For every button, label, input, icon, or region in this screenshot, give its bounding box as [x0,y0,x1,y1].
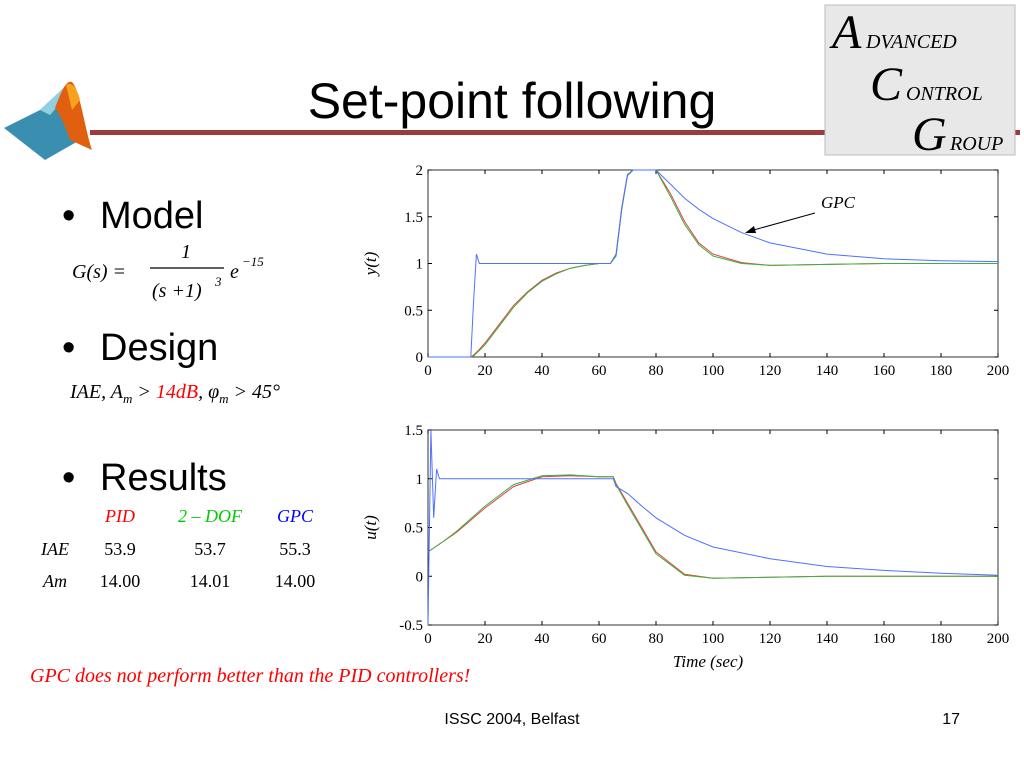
y-tick-label: -0.5 [399,618,423,634]
x-tick-label: 0 [424,631,432,647]
footer: ISSC 2004, Belfast [444,711,580,728]
logo-word: ROUP [949,133,1003,155]
x-tick-label: 20 [478,631,493,647]
y-tick-label: 0 [416,350,424,366]
bullet: • [62,457,75,499]
table-cell: 14.00 [100,571,141,591]
x-tick-label: 60 [592,631,607,647]
bullet: • [62,327,75,369]
formula-part: m [219,391,228,406]
plot-frame [427,429,999,626]
formula-part: > 45° [229,381,281,403]
formula-part: (s +1) [152,280,202,302]
formula-part: , φ [198,381,219,403]
table-header: GPC [277,506,314,526]
x-tick-label: 60 [592,363,607,379]
table-header: 2 – DOF [178,506,243,526]
series-line [427,475,998,579]
y-tick-label: 2 [416,163,424,179]
title-rule [90,130,1020,135]
x-tick-label: 180 [930,631,953,647]
x-tick-label: 80 [649,363,664,379]
table-header: PID [104,506,135,526]
series-line [428,169,999,358]
formula-part: 3 [214,274,222,289]
logo-letter: A [829,6,862,59]
x-tick-label: 160 [873,363,896,379]
table-cell: 53.9 [104,539,136,559]
x-tick-label: 200 [987,363,1010,379]
bullet-text: Results [100,457,227,499]
slide-title: Set-point following [308,73,717,129]
bullet-text: Model [100,195,204,237]
x-tick-label: 100 [702,363,725,379]
formula-part: −15 [242,254,264,269]
series-line [427,474,998,579]
logo-word: DVANCED [865,31,957,53]
y-axis-label: u(t) [361,515,380,540]
y-tick-label: 1.5 [404,210,423,226]
y-tick-label: 0.5 [404,303,423,319]
y-tick-label: 0 [416,569,424,585]
annotation-arrow [749,212,816,232]
x-tick-label: 200 [987,631,1010,647]
y-tick-label: 1.5 [404,423,423,439]
row-label: IAE [40,539,69,559]
table-cell: 14.00 [275,571,316,591]
x-tick-label: 80 [649,631,664,647]
x-tick-label: 40 [535,363,550,379]
x-tick-label: 40 [535,631,550,647]
results-table: PID 2 – DOF GPC IAE 53.9 53.7 55.3 Am 14.00 14.01… [40,506,315,591]
y-tick-label: 1 [416,472,424,488]
logo-letter: C [870,58,903,111]
x-tick-label: 180 [930,363,953,379]
formula-part: e [230,261,239,283]
x-tick-label: 20 [478,363,493,379]
matlab-logo [4,81,92,160]
formula-part: m [123,391,132,406]
x-tick-label: 0 [424,363,432,379]
row-label: Am [42,571,67,591]
x-tick-label: 120 [759,631,782,647]
bullet: • [62,195,75,237]
y-axis-label: y(t) [361,251,380,277]
design-formula: IAE, Am > 14dB, φm > 45° [69,381,280,406]
series-line [427,429,999,626]
bullet-text: Design [100,327,218,369]
table-cell: 55.3 [279,539,311,559]
x-tick-label: 140 [816,631,839,647]
x-tick-label: 140 [816,363,839,379]
y-tick-label: 0.5 [404,521,423,537]
formula-part: 1 [181,241,191,263]
y-tick-label: 1 [416,257,424,273]
annotation-arrowhead [745,226,756,233]
logo-letter: G [912,108,947,161]
formula-part: > [132,381,156,403]
x-tick-label: 100 [702,631,725,647]
x-tick-label: 120 [759,363,782,379]
charts: 0 20 40 60 80 100 120 140 160 180 20000.511.52y(t)… [361,163,1009,671]
model-formula: G(s) = 1 (s +1) 3 e −15 [72,241,264,302]
formula-part: IAE, A [69,381,124,403]
formula-part: G(s) = [72,261,126,283]
logo: A DVANCED C ONTROL G ROUP [824,4,1016,161]
note: GPC does not perform better than the PID… [30,665,470,687]
x-tick-label: 160 [873,631,896,647]
table-cell: 14.01 [190,571,231,591]
x-axis-label: Time (sec) [673,652,744,671]
page-number: 17 [942,711,960,728]
formula-part: 14dB [156,381,198,403]
table-cell: 53.7 [194,539,226,559]
logo-word: ONTROL [906,83,983,105]
annotation: GPC [821,193,856,212]
